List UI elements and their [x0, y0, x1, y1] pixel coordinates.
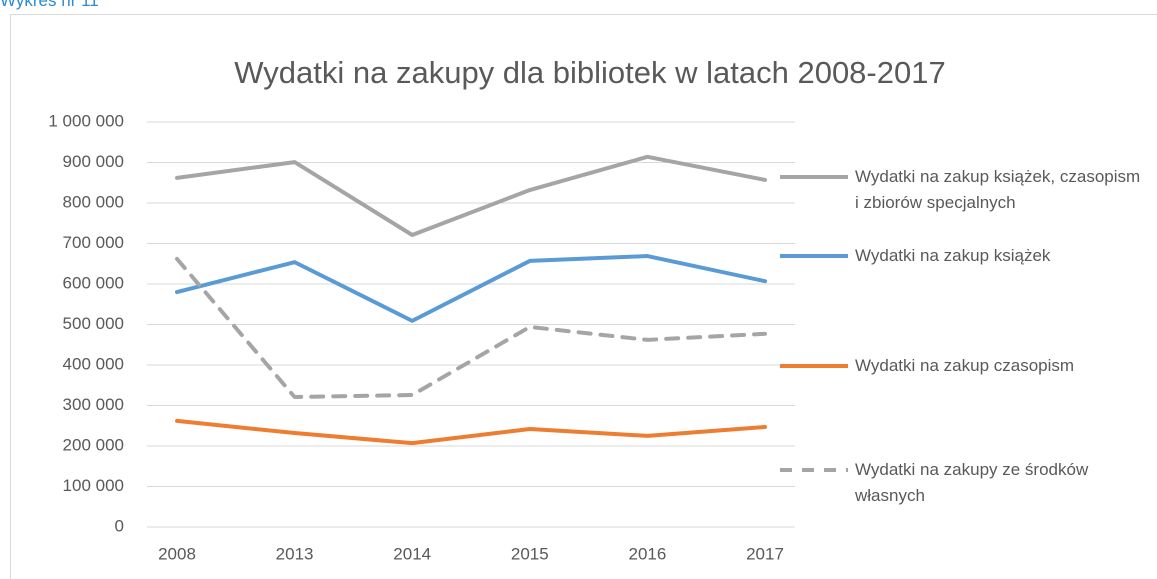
y-tick-label: 900 000 [63, 152, 124, 171]
y-tick-label: 600 000 [63, 273, 124, 292]
y-tick-label: 500 000 [63, 314, 124, 333]
legend-label: Wydatki na zakup czasopism [855, 356, 1075, 375]
y-tick-label: 200 000 [63, 435, 124, 454]
chart-frame [10, 14, 1157, 579]
y-tick-label: 1 000 000 [48, 111, 124, 130]
y-tick-label: 400 000 [63, 354, 124, 373]
legend-label: Wydatki na zakup książek, czasopism i zb… [855, 167, 1141, 212]
series-line [175, 256, 767, 399]
y-tick-label: 800 000 [63, 192, 124, 211]
y-tick-label: 700 000 [63, 233, 124, 252]
x-tick-label: 2016 [628, 544, 666, 563]
heading: Wykres nr 11 [0, 0, 99, 10]
series-line [175, 154, 767, 237]
y-tick-label: 300 000 [63, 395, 124, 414]
y-tick-label: 100 000 [63, 476, 124, 495]
series-line [175, 418, 767, 446]
series-line [175, 254, 767, 323]
legend-label: Wydatki na zakup książek [855, 246, 1051, 265]
x-tick-label: 2008 [158, 544, 196, 563]
legend-label: Wydatki na zakupy ze środków własnych [855, 460, 1089, 505]
x-tick-label: 2013 [276, 544, 314, 563]
x-tick-label: 2017 [746, 544, 784, 563]
x-tick-label: 2015 [511, 544, 549, 563]
y-tick-label: 0 [115, 516, 124, 535]
x-tick-label: 2014 [393, 544, 431, 563]
chart-title: Wydatki na zakupy dla bibliotek w latach… [234, 55, 945, 90]
